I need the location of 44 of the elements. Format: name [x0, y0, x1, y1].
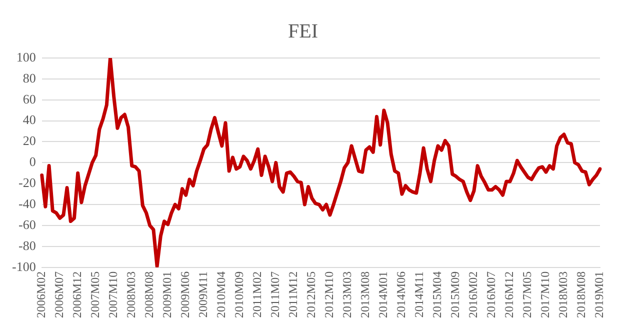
x-tick-label: 2011M02: [250, 271, 264, 318]
x-tick-label: 2006M07: [52, 271, 66, 318]
x-tick-label: 2008M03: [124, 271, 138, 318]
x-tick-label: 2014M01: [376, 271, 390, 318]
x-tick-label: 2006M02: [34, 271, 48, 318]
x-tick-label: 2012M05: [304, 271, 318, 318]
x-tick-label: 2006M12: [70, 271, 84, 318]
x-tick-label: 2015M09: [448, 271, 462, 318]
x-tick-label: 2009M11: [196, 271, 210, 318]
x-tick-label: 2010M09: [232, 271, 246, 318]
y-tick-label: 0: [29, 154, 36, 170]
y-tick-label: 80: [22, 70, 36, 86]
x-tick-label: 2018M08: [574, 271, 588, 318]
x-tick-label: 2015M04: [430, 271, 444, 318]
x-tick-label: 2016M02: [466, 271, 480, 318]
x-tick-label: 2013M03: [340, 271, 354, 318]
x-tick-label: 2013M08: [358, 271, 372, 318]
x-tick-label: 2014M11: [412, 271, 426, 318]
y-tick-label: -60: [18, 216, 36, 232]
x-tick-label: 2019M01: [592, 271, 606, 318]
x-tick-label: 2016M12: [502, 271, 516, 318]
x-tick-label: 2010M04: [214, 271, 228, 318]
x-tick-label: 2009M01: [160, 271, 174, 318]
y-tick-label: 20: [22, 133, 36, 148]
x-tick-label: 2008M08: [142, 271, 156, 318]
x-tick-label: 2011M12: [286, 271, 300, 318]
y-tick-label: 100: [16, 49, 36, 64]
x-tick-label: 2011M07: [268, 271, 282, 318]
y-tick-label: -100: [12, 258, 36, 274]
x-tick-label: 2017M05: [520, 271, 534, 318]
x-tick-label: 2017M10: [538, 271, 552, 318]
x-tick-label: 2007M10: [106, 271, 120, 318]
y-tick-label: 60: [22, 91, 36, 106]
x-tick-label: 2007M05: [88, 271, 102, 318]
x-tick-label: 2014M06: [394, 271, 408, 318]
chart-title: FEI: [288, 20, 318, 42]
y-tick-label: 40: [22, 112, 36, 128]
x-tick-label: 2009M06: [178, 271, 192, 318]
x-tick-label: 2012M10: [322, 271, 336, 318]
y-tick-label: -80: [18, 238, 36, 253]
y-tick-label: -20: [18, 175, 36, 190]
x-tick-label: 2018M03: [556, 271, 570, 318]
y-tick-label: -40: [18, 196, 36, 211]
x-tick-label: 2016M07: [484, 271, 498, 318]
